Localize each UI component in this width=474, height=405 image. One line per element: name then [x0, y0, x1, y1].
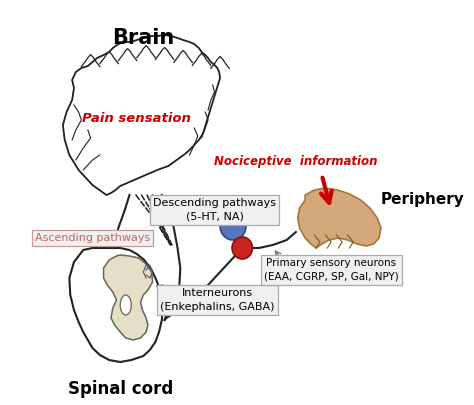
Text: Ascending pathways: Ascending pathways	[35, 233, 150, 243]
Text: Nociceptive  information: Nociceptive information	[214, 155, 378, 168]
Circle shape	[220, 212, 246, 240]
Text: Descending pathways
(5-HT, NA): Descending pathways (5-HT, NA)	[153, 198, 276, 222]
Polygon shape	[298, 188, 381, 248]
Ellipse shape	[120, 295, 131, 315]
Text: Interneurons
(Enkephalins, GABA): Interneurons (Enkephalins, GABA)	[160, 288, 274, 311]
Text: Brain: Brain	[112, 28, 174, 48]
Polygon shape	[69, 248, 163, 362]
Circle shape	[232, 237, 253, 259]
Text: Primary sensory neurons
(EAA, CGRP, SP, Gal, NPY): Primary sensory neurons (EAA, CGRP, SP, …	[264, 258, 399, 281]
Text: Pain sensation: Pain sensation	[82, 111, 191, 124]
Text: Periphery: Periphery	[381, 192, 465, 207]
Polygon shape	[103, 255, 153, 340]
Text: Spinal cord: Spinal cord	[68, 380, 173, 398]
